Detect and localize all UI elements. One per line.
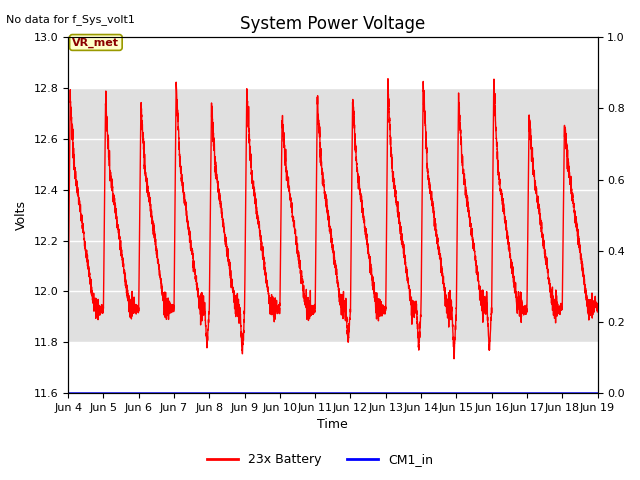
- Title: System Power Voltage: System Power Voltage: [240, 15, 426, 33]
- X-axis label: Time: Time: [317, 419, 348, 432]
- Text: No data for f_Sys_volt1: No data for f_Sys_volt1: [6, 14, 135, 25]
- Y-axis label: Volts: Volts: [15, 200, 28, 230]
- Legend: 23x Battery, CM1_in: 23x Battery, CM1_in: [202, 448, 438, 471]
- Text: VR_met: VR_met: [72, 37, 120, 48]
- Bar: [68, 88, 598, 342]
